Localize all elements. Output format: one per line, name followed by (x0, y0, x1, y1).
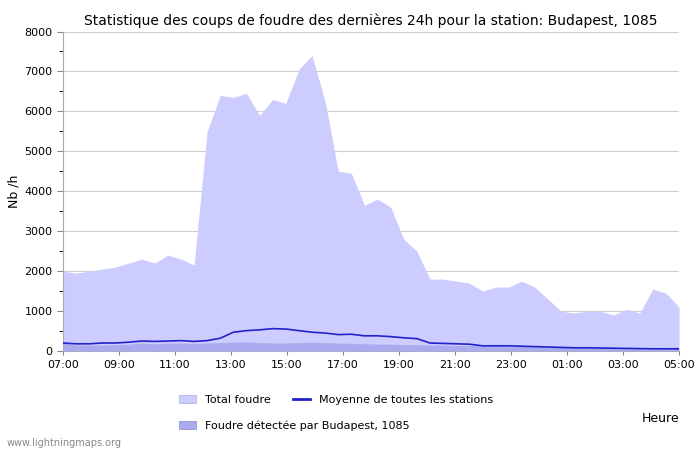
Title: Statistique des coups de foudre des dernières 24h pour la station: Budapest, 108: Statistique des coups de foudre des dern… (84, 13, 658, 27)
Legend: Foudre détectée par Budapest, 1085: Foudre détectée par Budapest, 1085 (179, 420, 410, 431)
Text: Heure: Heure (641, 412, 679, 425)
Y-axis label: Nb /h: Nb /h (7, 175, 20, 208)
Text: www.lightningmaps.org: www.lightningmaps.org (7, 438, 122, 448)
